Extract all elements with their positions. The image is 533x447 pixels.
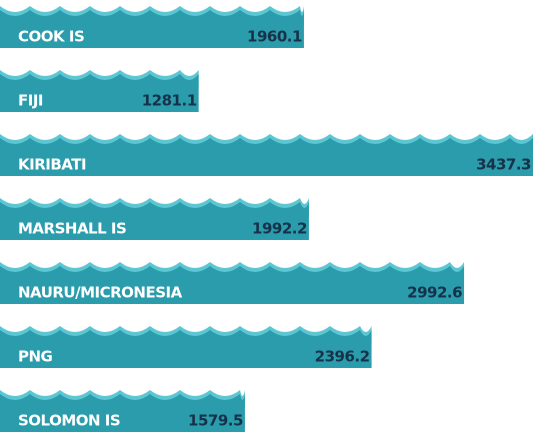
value-label: 1960.1 (247, 28, 302, 46)
value-label: 1579.5 (188, 412, 243, 430)
chart: COOK IS 1960.1 FIJI 1281.1 KIRIBATI 3437.3 MAR… (0, 0, 533, 447)
value-label: 2396.2 (315, 348, 370, 366)
category-label: SOLOMON IS (18, 412, 120, 430)
category-label: NAURU/MICRONESIA (18, 284, 183, 302)
value-label: 1281.1 (142, 92, 197, 110)
category-label: MARSHALL IS (18, 220, 126, 238)
category-label: KIRIBATI (18, 156, 86, 174)
category-label: COOK IS (18, 28, 84, 46)
category-label: PNG (18, 348, 53, 366)
value-label: 2992.6 (407, 284, 462, 302)
category-label: FIJI (18, 92, 43, 110)
value-label: 3437.3 (476, 156, 531, 174)
value-label: 1992.2 (252, 220, 307, 238)
